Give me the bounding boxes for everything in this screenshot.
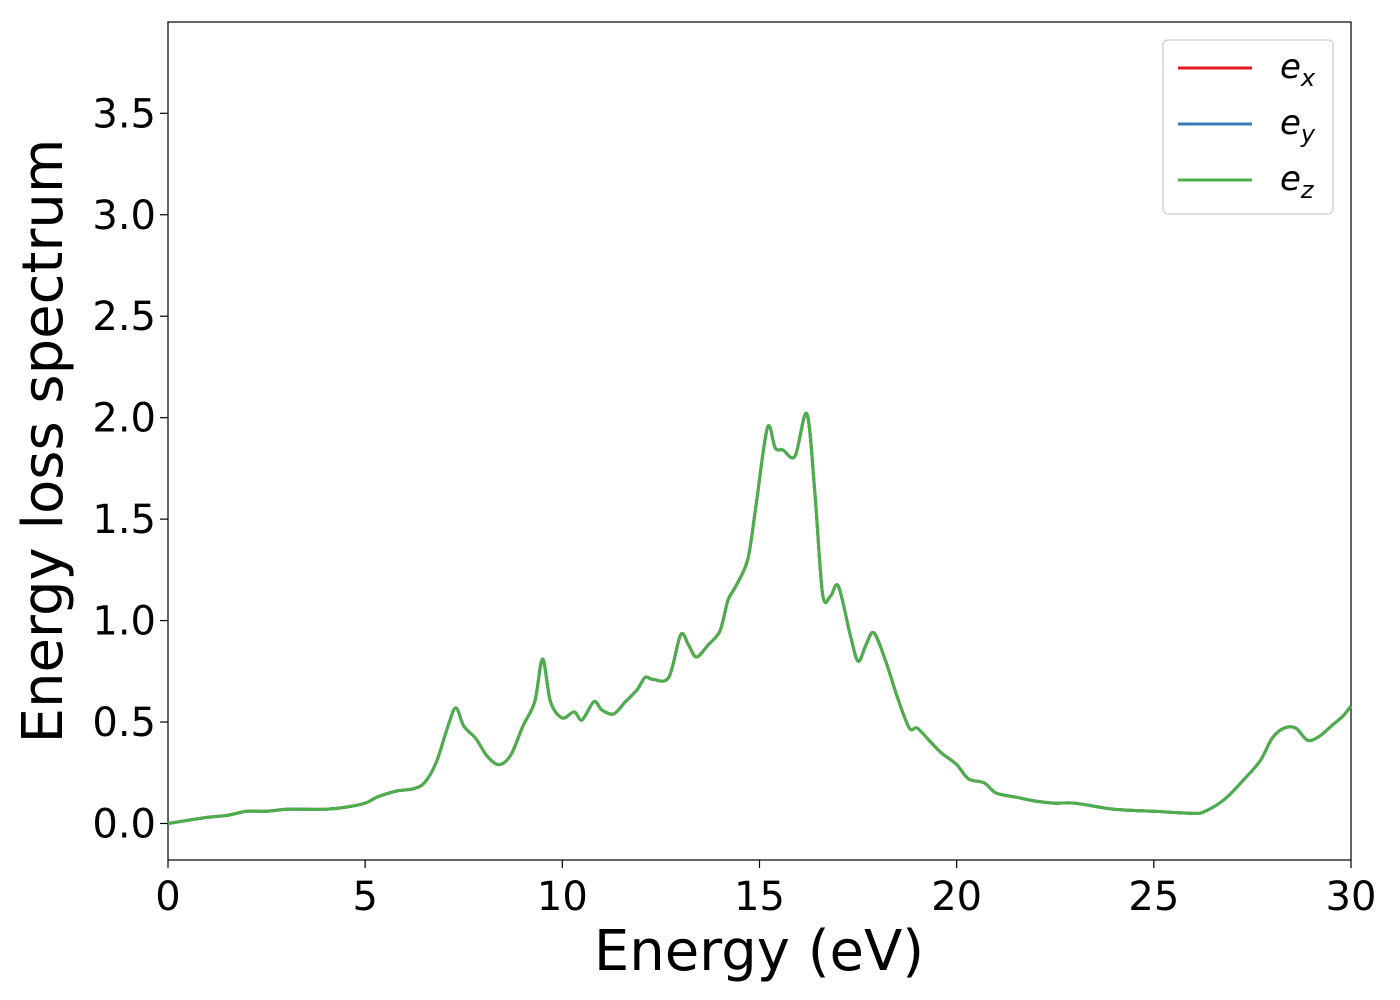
x-axis-title: Energy (eV) bbox=[594, 919, 924, 984]
legend-label-x: ex bbox=[1280, 47, 1316, 92]
y-tick-label: 0.5 bbox=[92, 700, 156, 746]
legend-label-z: ez bbox=[1280, 159, 1315, 204]
y-tick-label: 2.0 bbox=[92, 396, 156, 442]
legend: ex ey ez bbox=[1162, 39, 1334, 215]
x-tick-label: 5 bbox=[352, 874, 377, 920]
y-tick-label: 2.5 bbox=[92, 294, 156, 340]
x-tick-label: 25 bbox=[1128, 874, 1179, 920]
y-tick-label: 0.0 bbox=[92, 801, 156, 847]
x-tick-label: 20 bbox=[931, 874, 982, 920]
legend-box bbox=[1162, 39, 1334, 215]
x-axis: 0 5 10 15 20 25 30 bbox=[155, 860, 1376, 920]
y-tick-label: 3.5 bbox=[92, 91, 156, 137]
legend-label-y: ey bbox=[1280, 103, 1316, 148]
x-tick-label: 15 bbox=[734, 874, 785, 920]
y-axis-title: Energy loss spectrum bbox=[11, 139, 76, 744]
y-tick-label: 3.0 bbox=[92, 193, 156, 239]
y-axis: 0.0 0.5 1.0 1.5 2.0 2.5 3.0 3.5 bbox=[92, 91, 168, 847]
y-tick-label: 1.5 bbox=[92, 497, 156, 543]
x-tick-label: 30 bbox=[1326, 874, 1377, 920]
series-line-z bbox=[167, 412, 1353, 825]
series-layer bbox=[167, 412, 1353, 825]
x-tick-label: 10 bbox=[537, 874, 588, 920]
y-tick-label: 1.0 bbox=[92, 599, 156, 645]
x-tick-label: 0 bbox=[155, 874, 180, 920]
